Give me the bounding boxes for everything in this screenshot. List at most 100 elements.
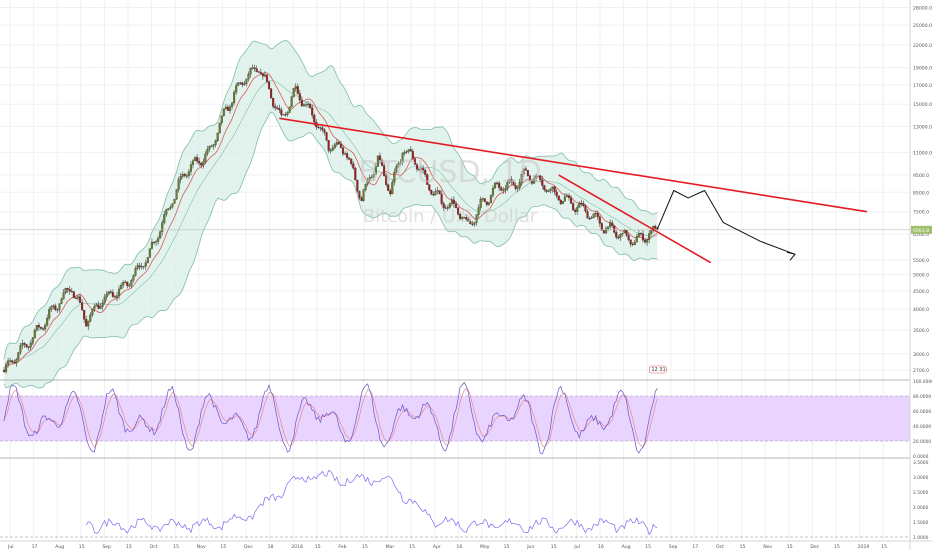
candle-body (430, 190, 433, 195)
candle-body (537, 175, 540, 177)
candle-body (87, 321, 90, 327)
candle-body (189, 164, 193, 172)
candle-body (487, 202, 490, 205)
time-tick-label: 15 (787, 544, 793, 550)
candle-body (619, 234, 622, 238)
candle-body (500, 187, 503, 191)
candle-body (216, 132, 219, 141)
time-tick-label: 15 (834, 544, 840, 550)
candle-body (346, 153, 349, 159)
candle-body (148, 248, 151, 258)
candle-body (563, 196, 566, 202)
candle-body (39, 326, 43, 329)
time-tick-label: 15 (551, 544, 557, 550)
candle-body (329, 150, 332, 152)
candle-body (7, 360, 10, 365)
candle-body (48, 309, 51, 319)
candle-body (627, 235, 630, 240)
candle-body (231, 102, 234, 107)
candle-body (19, 345, 22, 353)
time-axis[interactable]: Jul 17 Aug 15 Sep 15 Oct 15 Nov 15 Dec 18 2018 15 Feb 1… (0, 540, 932, 550)
candle-body (650, 230, 653, 234)
candle-body (181, 174, 184, 177)
atr-ratio-panel[interactable] (0, 457, 932, 538)
candle-body (224, 106, 227, 110)
candle-body (496, 182, 499, 184)
candle-body (615, 232, 618, 238)
candle-body (134, 268, 137, 276)
candle-body (646, 239, 649, 243)
time-tick-label: Apr (433, 544, 441, 550)
candle-body (247, 74, 250, 80)
price-panel[interactable] (2, 40, 659, 389)
candle-body (138, 265, 141, 268)
candle-body (50, 306, 53, 310)
candle-body (274, 106, 277, 109)
candle-body (584, 205, 587, 212)
time-tick-label: 15 (504, 544, 510, 550)
candle-body (602, 230, 605, 234)
candle-body (198, 161, 201, 164)
candle-body (280, 109, 283, 115)
candle-body (46, 317, 49, 326)
candle-body (202, 161, 205, 166)
time-tick-label: Jul (7, 544, 14, 550)
candle-body (233, 91, 236, 104)
candle-body (393, 172, 396, 183)
price-tick-label: 2700.0 (913, 368, 929, 374)
candle-body (389, 190, 392, 195)
candle-body (187, 171, 190, 176)
candle-body (109, 291, 112, 293)
candle-body (473, 222, 476, 225)
time-tick-label: Oct (150, 544, 158, 550)
candle-body (559, 199, 562, 204)
candle-body (588, 218, 591, 220)
candle-body (288, 106, 291, 113)
candle-body (113, 296, 116, 298)
candle-body (378, 155, 382, 161)
bollinger-basis (3, 80, 658, 372)
candle-body (272, 97, 275, 107)
candle-body (222, 108, 225, 116)
candle-body (154, 241, 158, 243)
candle-body (364, 184, 367, 191)
candle-body (598, 216, 601, 224)
time-tick-label: 15 (362, 544, 368, 550)
candle-body (302, 104, 306, 107)
candle-body (565, 195, 568, 197)
price-tick-label: 5500.0 (913, 258, 929, 264)
price-tick-label: 4000.0 (913, 307, 929, 313)
candle-body (403, 151, 406, 154)
candle-body (526, 170, 529, 176)
candle-body (120, 284, 123, 290)
candle-body (387, 184, 390, 191)
candle-body (175, 189, 178, 200)
candle-body (249, 67, 252, 75)
candle-body (337, 142, 340, 145)
candle-body (159, 231, 162, 239)
time-tick-label: 15 (881, 544, 887, 550)
time-tick-label: Mar (386, 544, 395, 550)
candle-body (152, 241, 156, 243)
candle-body (311, 107, 314, 116)
candle-body (450, 199, 453, 204)
candle-body (64, 288, 67, 293)
candle-body (611, 222, 614, 227)
candle-body (142, 266, 145, 268)
stochastic-rsi-panel[interactable] (0, 379, 932, 455)
candle-body (510, 178, 513, 183)
candle-body (56, 309, 59, 311)
candle-body (518, 182, 521, 189)
candle-body (298, 93, 301, 101)
candle-body (136, 265, 139, 269)
candle-body (89, 314, 92, 322)
bollinger-fill (4, 40, 658, 388)
candle-body (27, 346, 30, 348)
candle-body (253, 67, 256, 69)
candle-body (74, 297, 77, 299)
candle-body (434, 191, 437, 196)
time-tick-label: Dec (244, 544, 253, 550)
candle-body (561, 201, 564, 204)
candle-body (204, 153, 207, 162)
